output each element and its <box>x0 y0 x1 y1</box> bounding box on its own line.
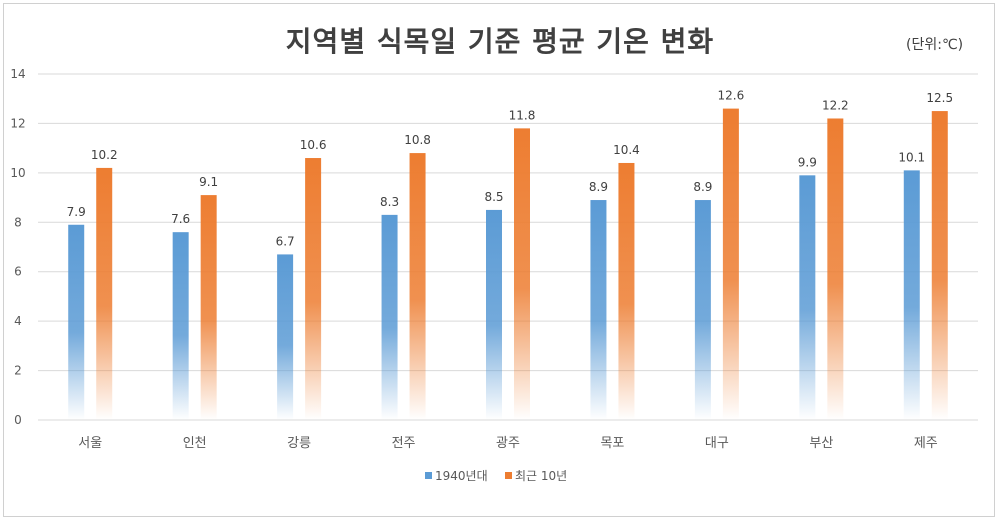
bar-series1 <box>68 224 85 420</box>
y-tick-label: 2 <box>14 364 22 378</box>
data-label: 8.9 <box>693 180 712 194</box>
category-label: 인천 <box>183 436 207 451</box>
legend-swatch <box>505 472 512 479</box>
category-label: 전주 <box>392 436 416 451</box>
bar-series2 <box>305 158 322 420</box>
y-axis-ticks: 0 2 4 6 8 10 12 14 <box>10 67 25 427</box>
bar-series2 <box>827 118 844 420</box>
bar-series1 <box>694 200 711 420</box>
bar-series1 <box>277 254 294 420</box>
data-label: 12.6 <box>718 89 745 103</box>
data-label: 8.3 <box>380 195 399 209</box>
bars <box>68 108 948 421</box>
bar-series1 <box>799 175 816 420</box>
bar-series1 <box>172 232 189 420</box>
unit-label: (단위:℃) <box>906 37 964 53</box>
category-label: 강릉 <box>287 436 311 451</box>
chart-title: 지역별 식목일 기준 평균 기온 변화 <box>285 25 715 58</box>
data-label: 11.8 <box>509 108 536 122</box>
category-labels: 서울 인천 강릉 전주 광주 목포 대구 부산 제주 <box>78 436 938 451</box>
category-label: 부산 <box>809 436 833 451</box>
category-label: 제주 <box>914 436 938 451</box>
bar-series2 <box>200 195 217 420</box>
data-label: 10.2 <box>91 148 118 162</box>
data-label: 8.5 <box>484 190 503 204</box>
data-label: 12.2 <box>822 98 849 112</box>
data-label: 10.4 <box>613 143 640 157</box>
data-label: 10.1 <box>898 150 925 164</box>
data-label: 7.9 <box>67 205 86 219</box>
data-label: 9.1 <box>199 175 218 189</box>
data-label: 7.6 <box>171 212 190 226</box>
data-label: 12.5 <box>926 91 953 105</box>
bar-series2 <box>96 167 113 420</box>
legend-swatch <box>425 472 432 479</box>
category-label: 광주 <box>496 436 520 451</box>
y-tick-label: 12 <box>10 116 25 130</box>
legend-label: 최근 10년 <box>515 469 567 483</box>
bar-series2 <box>409 153 426 421</box>
category-label: 서울 <box>78 436 102 451</box>
bar-series2 <box>514 128 530 420</box>
y-tick-label: 6 <box>14 265 22 279</box>
gridlines <box>38 73 978 421</box>
bar-series2 <box>722 108 739 420</box>
y-tick-label: 8 <box>14 215 22 229</box>
bar-series2 <box>618 162 635 420</box>
data-label: 8.9 <box>589 180 608 194</box>
bar-series1 <box>486 209 502 420</box>
y-tick-label: 14 <box>10 67 25 81</box>
data-label: 6.7 <box>276 234 295 248</box>
y-tick-label: 0 <box>14 413 22 427</box>
legend-label: 1940년대 <box>435 469 488 483</box>
data-labels: 7.9 10.2 7.6 9.1 6.7 10.6 8.3 10.8 8.5 11.8 8.9 10.… <box>67 89 953 249</box>
data-label: 10.8 <box>404 133 431 147</box>
bar-series2 <box>931 111 948 421</box>
bar-series1 <box>381 214 398 420</box>
y-tick-label: 10 <box>10 166 25 180</box>
category-label: 목포 <box>600 436 624 451</box>
legend: 1940년대 최근 10년 <box>425 469 567 483</box>
y-tick-label: 4 <box>14 314 22 328</box>
data-label: 10.6 <box>300 138 327 152</box>
category-label: 대구 <box>705 436 729 451</box>
data-label: 9.9 <box>798 155 817 169</box>
bar-series1 <box>590 200 607 420</box>
bar-series1 <box>903 170 920 420</box>
